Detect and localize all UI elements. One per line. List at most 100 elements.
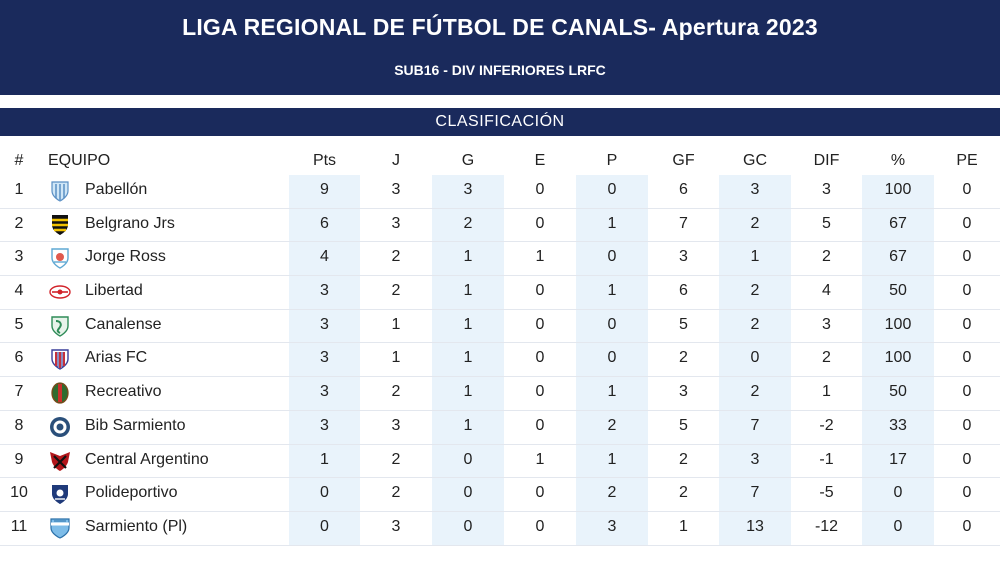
team-name[interactable]: Libertad: [85, 282, 143, 300]
col-header-p: P: [606, 152, 618, 169]
gf-cell: 1: [679, 517, 688, 535]
p-cell: 2: [576, 410, 648, 444]
gf-cell: 2: [679, 349, 688, 367]
team-name[interactable]: Bib Sarmiento: [85, 416, 186, 434]
e-cell: 0: [535, 315, 545, 333]
table-row: 5 Canalense 3 1 1 0 0 5 2 3 100 0: [0, 309, 1000, 344]
jorge-ross-crest-icon: [48, 247, 72, 270]
e-cell: 0: [535, 214, 545, 232]
e-cell: 0: [535, 282, 545, 300]
team-name[interactable]: Polideportivo: [85, 484, 178, 502]
team-name[interactable]: Pabellón: [85, 181, 148, 198]
pts-cell: 0: [289, 478, 360, 511]
e-cell: 1: [535, 248, 545, 266]
p-cell: 0: [576, 242, 648, 276]
sarmiento-pl-crest-icon: [48, 517, 72, 539]
gc-cell: 7: [719, 410, 791, 444]
g-cell: 1: [432, 276, 504, 309]
pts-cell: 3: [289, 343, 360, 377]
recreativo-crest-icon: [48, 382, 72, 404]
e-cell: 0: [535, 181, 545, 198]
pts-cell: 1: [289, 444, 360, 478]
team-name[interactable]: Jorge Ross: [85, 248, 166, 266]
pct-cell: 100: [862, 343, 934, 377]
j-cell: 2: [391, 450, 401, 468]
pct-cell: 100: [862, 309, 934, 343]
pts-cell: 9: [289, 175, 360, 208]
division-subtitle: SUB16 - DIV INFERIORES LRFC: [394, 62, 606, 78]
arias-crest-icon: [48, 348, 72, 371]
pe-cell: 0: [962, 349, 972, 367]
gc-cell: 2: [719, 377, 791, 410]
gf-cell: 5: [679, 416, 688, 434]
gf-cell: 6: [679, 282, 688, 300]
pct-cell: 0: [862, 511, 934, 545]
pe-cell: 0: [962, 383, 972, 401]
team-name[interactable]: Recreativo: [85, 383, 162, 401]
central-argentino-crest-icon: [48, 450, 72, 472]
g-cell: 1: [432, 309, 504, 343]
p-cell: 2: [576, 478, 648, 511]
col-header-j: J: [392, 152, 400, 169]
dif-cell: 4: [822, 282, 831, 300]
pts-cell: 4: [289, 242, 360, 276]
standings-section-title: CLASIFICACIÓN: [0, 108, 1000, 136]
pct-cell: 50: [862, 377, 934, 410]
table-row: 6 Arias FC 3 1 1 0 0 2 0 2 100 0: [0, 343, 1000, 378]
pct-cell: 17: [862, 444, 934, 478]
p-cell: 1: [576, 377, 648, 410]
table-row: 1 Pabellón 9 3 3 0 0 6 3 3 100 0: [0, 175, 1000, 209]
page-header: LIGA REGIONAL DE FÚTBOL DE CANALS- Apert…: [0, 0, 1000, 95]
dif-cell: -1: [819, 450, 834, 468]
bib-sarmiento-crest-icon: [48, 416, 72, 438]
pct-cell: 50: [862, 276, 934, 309]
position-cell: 8: [14, 416, 24, 434]
p-cell: 3: [576, 511, 648, 545]
team-name[interactable]: Belgrano Jrs: [85, 214, 175, 232]
belgrano-crest-icon: [48, 214, 72, 236]
table-row: 4 Libertad 3 2 1 0 1 6 2 4 50 0: [0, 276, 1000, 310]
pe-cell: 0: [962, 214, 972, 232]
col-header-gf: GF: [672, 152, 695, 169]
gc-cell: 3: [719, 444, 791, 478]
col-header-gc: GC: [743, 152, 767, 169]
gf-cell: 2: [679, 484, 688, 502]
j-cell: 2: [391, 484, 401, 502]
position-cell: 2: [14, 214, 24, 232]
position-cell: 3: [14, 248, 24, 266]
table-row: 8 Bib Sarmiento 3 3 1 0 2 5 7 -2 33 0: [0, 410, 1000, 445]
table-row: 11 Sarmiento (Pl) 0 3 0 0 3 1 13 -12 0 0: [0, 511, 1000, 546]
p-cell: 1: [576, 444, 648, 478]
team-name[interactable]: Central Argentino: [85, 450, 209, 468]
g-cell: 1: [432, 410, 504, 444]
dif-cell: 3: [822, 181, 831, 198]
pct-cell: 0: [862, 478, 934, 511]
table-row: 2 Belgrano Jrs 6 3 2 0 1 7 2 5 67 0: [0, 208, 1000, 243]
team-name[interactable]: Canalense: [85, 315, 162, 333]
gc-cell: 2: [719, 309, 791, 343]
pts-cell: 3: [289, 276, 360, 309]
pts-cell: 6: [289, 208, 360, 242]
pe-cell: 0: [962, 315, 972, 333]
dif-cell: 3: [822, 315, 831, 333]
j-cell: 1: [391, 349, 401, 367]
pe-cell: 0: [962, 248, 972, 266]
libertad-crest-icon: [48, 281, 72, 303]
team-name[interactable]: Sarmiento (Pl): [85, 517, 188, 535]
p-cell: 0: [576, 343, 648, 377]
position-cell: 9: [14, 450, 24, 468]
pe-cell: 0: [962, 416, 972, 434]
gc-cell: 7: [719, 478, 791, 511]
j-cell: 3: [391, 517, 401, 535]
team-name[interactable]: Arias FC: [85, 349, 148, 367]
table-row: 7 Recreativo 3 2 1 0 1 3 2 1 50 0: [0, 377, 1000, 411]
col-header-g: G: [461, 152, 475, 169]
g-cell: 1: [432, 343, 504, 377]
j-cell: 1: [391, 315, 401, 333]
g-cell: 1: [432, 377, 504, 410]
pts-cell: 0: [289, 511, 360, 545]
dif-cell: -2: [819, 416, 834, 434]
p-cell: 0: [576, 309, 648, 343]
col-header-pct: %: [890, 152, 906, 169]
e-cell: 1: [535, 450, 545, 468]
